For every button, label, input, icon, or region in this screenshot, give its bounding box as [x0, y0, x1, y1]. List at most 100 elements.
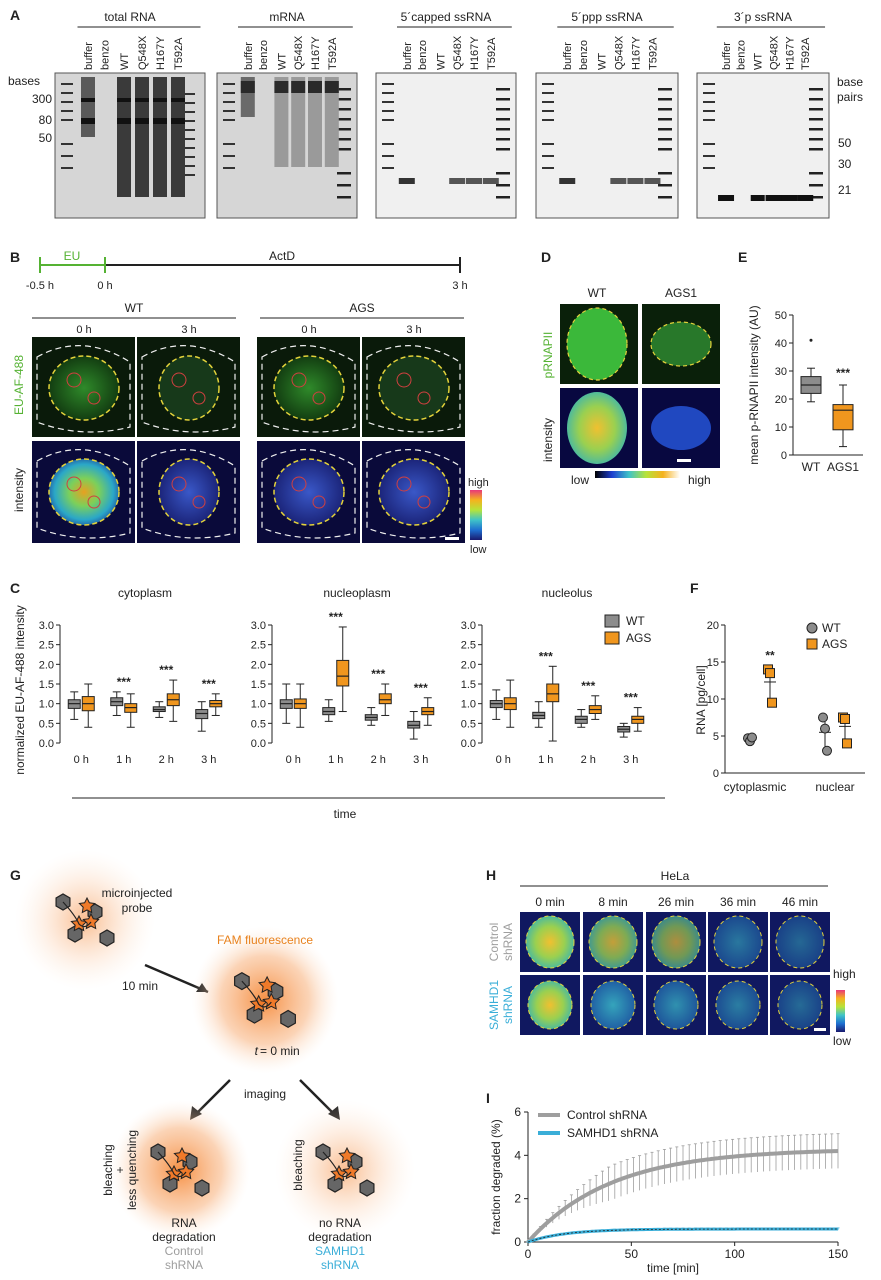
col-label: WT: [588, 286, 607, 300]
sample-band: [171, 98, 185, 102]
time-label: 3 h: [406, 324, 421, 336]
significance: ***: [836, 366, 850, 380]
box: [546, 683, 560, 703]
sample-band: [153, 118, 167, 124]
ladder-band: [61, 155, 73, 157]
fluorophore-icon: [342, 1162, 360, 1180]
time-label: 0 h: [76, 324, 91, 336]
legend-label: Control shRNA: [567, 1108, 647, 1122]
scale-label: high: [688, 473, 711, 487]
y-tick-label: 2.5: [461, 640, 476, 652]
nucleolus: [66, 476, 82, 492]
gel-title: 5´capped ssRNA: [401, 10, 492, 24]
ladder-band: [658, 98, 672, 101]
time-label: 26 min: [658, 895, 694, 909]
fluorophore-icon: [262, 992, 281, 1010]
ladder-band: [809, 138, 823, 141]
data-point: [767, 697, 777, 708]
ladder-band: [496, 108, 510, 111]
ladder-band: [61, 119, 73, 121]
y-axis-title: mean p-RNAPII intensity (AU): [747, 305, 761, 464]
diagram-label: degradation: [308, 1230, 371, 1244]
y-tick-label: 4: [514, 1148, 521, 1162]
y-tick-label: 1.5: [461, 679, 476, 691]
sample-band: [291, 81, 306, 93]
legend-label: AGS: [626, 631, 651, 645]
ladder-band: [223, 155, 235, 157]
ladder-band: [703, 101, 715, 103]
significance: ***: [202, 677, 216, 691]
series-line: [526, 1149, 839, 1244]
time-label: 36 min: [720, 895, 756, 909]
y-tick-label: 2.5: [39, 640, 54, 652]
ladder-band: [337, 128, 351, 131]
lane-label: H167Y: [155, 36, 167, 70]
ladder-band: [337, 184, 351, 187]
nucleus: [778, 981, 822, 1029]
diagram-label: RNA: [171, 1216, 196, 1230]
data-point: [747, 732, 757, 743]
nucleus-outline: [48, 355, 120, 421]
ladder-band: [183, 138, 195, 140]
sample-band: [781, 195, 798, 201]
cell-outline: [366, 449, 461, 539]
axis-tick: 50: [39, 131, 53, 145]
ladder-band: [703, 155, 715, 157]
y-tick-label: 0.0: [39, 738, 54, 750]
nucleus: [591, 981, 635, 1029]
fluorophore-icon: [177, 1162, 195, 1180]
time-label: 0 min: [535, 895, 564, 909]
nucleus-outline: [713, 915, 763, 969]
lane-label: T592A: [800, 37, 812, 70]
sample-band: [644, 178, 661, 184]
diagram-label: = 0 min: [260, 1044, 300, 1058]
ladder-band: [542, 143, 554, 145]
ladder-band: [223, 101, 235, 103]
ladder-band: [658, 118, 672, 121]
timeline-label: ActD: [269, 249, 295, 263]
ladder-band: [183, 129, 195, 131]
lane-label: buffer: [243, 42, 255, 70]
ladder-band: [496, 184, 510, 187]
lane-label: benzo: [100, 40, 112, 70]
ladder-band: [61, 167, 73, 169]
nucleus-intensity: [159, 459, 219, 525]
ladder-band: [658, 148, 672, 151]
y-tick-label: 0.0: [251, 738, 266, 750]
sample-band: [449, 178, 466, 184]
diagram-label: 10 min: [122, 979, 158, 993]
ladder-band: [382, 155, 394, 157]
ladder-band: [337, 148, 351, 151]
sample-band: [324, 81, 339, 93]
sample-smear: [171, 77, 185, 197]
y-tick-label: 1.0: [39, 699, 54, 711]
nucleolus: [87, 391, 101, 405]
y-tick-label: 10: [707, 694, 719, 706]
ladder-band: [223, 167, 235, 169]
nucleolus: [171, 476, 187, 492]
nucleus-outline: [590, 980, 636, 1030]
y-tick-label: 1.5: [39, 679, 54, 691]
series-line: [527, 1227, 838, 1244]
timeline-label: 3 h: [452, 280, 467, 292]
ladder-band: [542, 83, 554, 85]
lane-label: H167Y: [469, 36, 481, 70]
nucleus-intensity: [274, 459, 344, 525]
y-tick-label: 0: [781, 450, 787, 462]
time-label: 0 h: [301, 324, 316, 336]
nucleus-outline: [378, 355, 450, 421]
x-tick-label: WT: [802, 460, 821, 474]
panel-letter-A: A: [10, 7, 20, 23]
diagram-label: bleaching: [291, 1139, 305, 1190]
axis-tick: 300: [32, 92, 52, 106]
ladder-band: [61, 83, 73, 85]
cell-outline: [36, 449, 131, 539]
cell-outline: [366, 345, 461, 433]
axis-title: base: [837, 75, 863, 89]
ladder-band: [542, 155, 554, 157]
y-tick-label: 0.5: [461, 718, 476, 730]
y-tick-label: 0: [514, 1235, 521, 1249]
nucleus: [651, 322, 711, 366]
legend-label: SAMHD1 shRNA: [567, 1126, 658, 1140]
ladder-band: [703, 92, 715, 94]
